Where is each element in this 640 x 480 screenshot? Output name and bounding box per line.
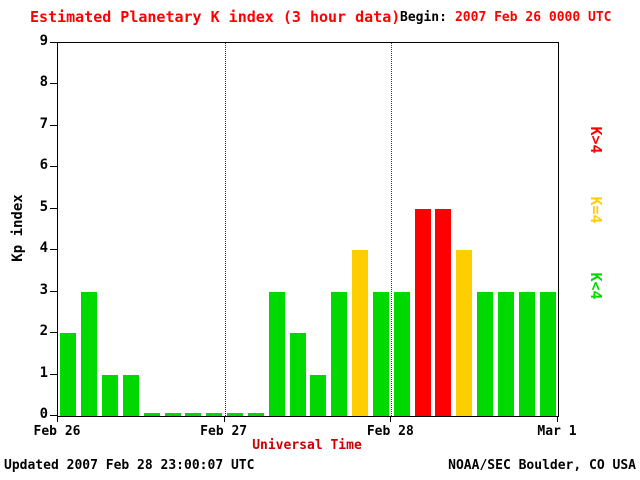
kp-bar (81, 291, 98, 416)
begin-timestamp: Begin: 2007 Feb 26 0000 UTC (400, 10, 612, 25)
kp-bar (435, 208, 452, 416)
chart-title: Estimated Planetary K index (3 hour data… (30, 8, 401, 26)
y-tick-label: 0 (39, 406, 48, 422)
x-tick-mark (57, 417, 58, 422)
y-tick-label: 2 (39, 323, 48, 340)
day-boundary-gridline (391, 43, 393, 416)
kp-bar (372, 291, 389, 416)
y-tick-label: 6 (39, 157, 48, 174)
y-tick-mark (50, 83, 57, 85)
kp-bar (122, 374, 139, 416)
kp-bar (393, 291, 410, 416)
kp-bar (289, 333, 306, 416)
y-tick-mark (50, 42, 57, 43)
x-tick-mark (390, 417, 392, 422)
y-tick-mark (50, 290, 57, 292)
kp-bar (456, 250, 473, 416)
day-boundary-gridline (224, 43, 226, 416)
kp-bar (518, 291, 535, 416)
kp-bar (206, 413, 223, 416)
kp-bar (268, 291, 285, 416)
y-tick-mark (50, 166, 57, 168)
y-tick-mark (50, 249, 57, 251)
y-axis-label: Kp index (10, 194, 26, 262)
kp-bar (310, 374, 327, 416)
legend-k-gt-4: K>4 (587, 126, 605, 154)
y-tick-mark (50, 332, 57, 334)
x-tick-mark (557, 417, 558, 422)
begin-label: Begin: (400, 10, 447, 25)
y-tick-label: 7 (39, 115, 48, 132)
kp-bar (477, 291, 494, 416)
kp-bar (60, 333, 77, 416)
x-tick-label: Feb 27 (200, 424, 248, 439)
kp-bar (352, 250, 369, 416)
kp-bar (497, 291, 514, 416)
kp-bar (331, 291, 348, 416)
x-axis-label: Universal Time (252, 438, 362, 453)
kp-bar (164, 413, 181, 416)
kp-bar (414, 208, 431, 416)
plot-area (57, 42, 559, 417)
kp-bar (247, 413, 264, 416)
kp-bar (102, 374, 119, 416)
x-tick-mark (223, 417, 225, 422)
y-tick-mark (50, 373, 57, 375)
kp-bar (185, 413, 202, 416)
begin-value: 2007 Feb 26 0000 UTC (454, 10, 612, 25)
y-tick-mark (50, 415, 57, 416)
x-tick-label: Mar 1 (537, 424, 577, 439)
y-tick-label: 8 (39, 74, 48, 91)
y-tick-label: 5 (39, 198, 48, 215)
kp-bar (539, 291, 556, 416)
y-tick-label: 3 (39, 281, 48, 298)
y-tick-label: 1 (39, 364, 48, 381)
x-tick-label: Feb 26 (33, 424, 81, 439)
y-tick-mark (50, 124, 57, 126)
updated-timestamp: Updated 2007 Feb 28 23:00:07 UTC (4, 458, 255, 473)
y-tick-label: 9 (39, 33, 48, 49)
y-tick-mark (50, 207, 57, 209)
legend-k-eq-4: K=4 (587, 196, 605, 224)
y-tick-label: 4 (39, 240, 48, 257)
kp-bar (227, 413, 244, 416)
x-tick-label: Feb 28 (366, 424, 414, 439)
legend-k-lt-4: K<4 (587, 272, 605, 300)
kp-bar (143, 413, 160, 416)
credit-text: NOAA/SEC Boulder, CO USA (448, 458, 636, 473)
